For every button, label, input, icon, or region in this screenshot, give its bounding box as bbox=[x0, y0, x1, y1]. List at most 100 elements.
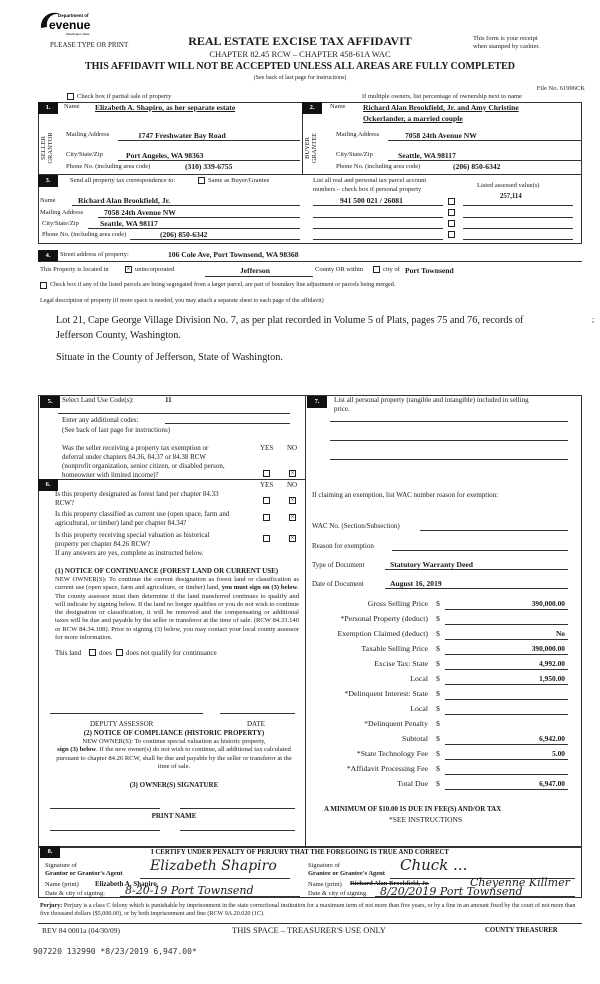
does-qualify-checkbox[interactable] bbox=[89, 649, 96, 656]
personal-property-checkbox[interactable] bbox=[448, 220, 455, 227]
tax-row-value[interactable]: 5.00 bbox=[552, 749, 565, 758]
assessed-value[interactable]: 257,114 bbox=[500, 193, 522, 200]
seller-mailing[interactable]: 1747 Freshwater Bay Road bbox=[138, 131, 226, 140]
same-as-buyer-checkbox[interactable] bbox=[198, 177, 205, 184]
does-not-qualify-checkbox[interactable] bbox=[116, 649, 123, 656]
grantor-date-city[interactable]: 8-20-19 Port Townsend bbox=[125, 884, 254, 897]
svg-text:Department of: Department of bbox=[58, 13, 89, 18]
segregated-checkbox[interactable] bbox=[40, 282, 47, 289]
tax-row-label: Total Due bbox=[397, 779, 428, 788]
legal-description-situate: Situate in the County of Jefferson, Stat… bbox=[56, 352, 283, 363]
corr-city[interactable]: Seattle, WA 98117 bbox=[100, 219, 158, 228]
county-treasurer-label: COUNTY TREASURER bbox=[485, 927, 558, 934]
divider bbox=[38, 479, 305, 480]
personal-property-checkbox[interactable] bbox=[448, 198, 455, 205]
grantee-name-handwritten[interactable]: Cheyenne Killmer bbox=[470, 876, 570, 889]
historic-no-checkbox[interactable]: × bbox=[289, 534, 296, 542]
field-line bbox=[313, 228, 443, 229]
yes-header: YES bbox=[260, 481, 274, 489]
seller-name[interactable]: Elizabeth A. Shapiro, as her separate es… bbox=[95, 103, 236, 112]
tax-row-value[interactable]: 6,947.00 bbox=[539, 779, 565, 788]
field-line bbox=[463, 217, 573, 218]
tax-row-value[interactable]: 4,992.00 bbox=[539, 659, 565, 668]
seller-name-label: Name bbox=[64, 103, 80, 110]
print-name-line[interactable] bbox=[50, 830, 160, 831]
grantor-signature[interactable]: Elizabeth Shapiro bbox=[150, 858, 277, 874]
notice-emphasis: you must sign on (3) below bbox=[221, 584, 298, 592]
exemption-yes-checkbox[interactable] bbox=[263, 470, 270, 477]
field-line bbox=[313, 205, 443, 206]
exemption-question: homeowner with limited income)? bbox=[62, 471, 159, 479]
current-use-no-checkbox[interactable]: × bbox=[289, 513, 296, 521]
county-value[interactable]: Jefferson bbox=[240, 266, 270, 275]
field-line bbox=[445, 669, 568, 670]
dollar-sign: $ bbox=[436, 644, 440, 653]
tax-row-label: *Affidavit Processing Fee bbox=[346, 764, 428, 773]
city-checkbox[interactable] bbox=[373, 266, 380, 273]
signature-of-label: Signature of bbox=[308, 862, 340, 869]
forest-no-checkbox[interactable]: × bbox=[289, 496, 296, 504]
personal-property-checkbox[interactable] bbox=[448, 231, 455, 238]
svg-text:evenue: evenue bbox=[49, 18, 91, 32]
parcel-number[interactable]: 941 500 021 / 26081 bbox=[340, 196, 403, 205]
section-7-number: 7. bbox=[307, 396, 327, 408]
does-not-label: does not qualify for continuance bbox=[126, 649, 217, 657]
notice-text: NEW OWNER(S): To continue special valuat… bbox=[82, 738, 266, 745]
seller-city[interactable]: Port Angeles, WA 98363 bbox=[126, 151, 204, 160]
buyer-name-line-2[interactable]: Ockerlander, a married couple bbox=[363, 114, 463, 123]
corr-phone[interactable]: (206) 850-6342 bbox=[160, 230, 208, 239]
partial-sale-checkbox[interactable] bbox=[67, 93, 74, 100]
doc-type-value[interactable]: Statutory Warranty Deed bbox=[390, 560, 473, 569]
field-line bbox=[445, 639, 568, 640]
dollar-sign: $ bbox=[436, 599, 440, 608]
corr-mailing[interactable]: 7058 24th Avenue NW bbox=[104, 208, 176, 217]
land-use-code[interactable]: 11 bbox=[165, 396, 172, 404]
exemption-no-checkbox[interactable]: × bbox=[289, 469, 296, 477]
field-line bbox=[388, 140, 582, 141]
grantee-name-struck[interactable]: Richard Alan Brookfield, Jr. bbox=[350, 880, 429, 887]
personal-property-line[interactable] bbox=[330, 459, 568, 460]
perjury-notice: Perjury: Perjury is a class C felony whi… bbox=[40, 902, 585, 918]
tax-row-value[interactable]: 1,950.00 bbox=[539, 674, 565, 683]
tax-row-value[interactable]: 390,000.00 bbox=[531, 599, 565, 608]
seller-phone[interactable]: (310) 339-6755 bbox=[185, 162, 233, 171]
dollar-sign: $ bbox=[436, 764, 440, 773]
signature-line[interactable] bbox=[50, 808, 160, 809]
legal-description-line-1: Lot 21, Cape George Village Division No.… bbox=[56, 315, 524, 326]
tax-row-value[interactable]: 390,000.00 bbox=[531, 644, 565, 653]
field-line bbox=[38, 261, 582, 262]
section-4-number: 4. bbox=[38, 250, 58, 262]
tax-row-value[interactable]: 6,942.00 bbox=[539, 734, 565, 743]
dollar-sign: $ bbox=[436, 749, 440, 758]
tax-row-label: *Delinquent Interest: State bbox=[344, 689, 428, 698]
print-name-line[interactable] bbox=[180, 830, 295, 831]
signature-line[interactable] bbox=[180, 808, 295, 809]
buyer-city[interactable]: Seattle, WA 98117 bbox=[398, 151, 456, 160]
personal-property-checkbox[interactable] bbox=[448, 209, 455, 216]
personal-property-line[interactable] bbox=[330, 440, 568, 441]
forest-yes-checkbox[interactable] bbox=[263, 497, 270, 504]
field-line bbox=[445, 624, 568, 625]
personal-property-line[interactable] bbox=[330, 421, 568, 422]
field-line bbox=[445, 774, 568, 775]
no-header: NO bbox=[287, 444, 298, 452]
buyer-name-line-1[interactable]: Richard Alan Brookfield, Jr. and Amy Chr… bbox=[363, 103, 519, 112]
street-address[interactable]: 106 Cole Ave, Port Townsend, WA 98368 bbox=[168, 250, 299, 259]
current-use-yes-checkbox[interactable] bbox=[263, 514, 270, 521]
corr-name[interactable]: Richard Alan Brookfield, Jr. bbox=[78, 196, 171, 205]
buyer-mailing[interactable]: 7058 24th Avenue NW bbox=[405, 131, 477, 140]
grantee-signature[interactable]: Chuck ... bbox=[400, 856, 468, 874]
buyer-phone[interactable]: (206) 850-6342 bbox=[453, 162, 501, 171]
wac-input[interactable] bbox=[420, 530, 568, 531]
historic-yes-checkbox[interactable] bbox=[263, 535, 270, 542]
dollar-sign: $ bbox=[436, 734, 440, 743]
owner-signature-label: (3) OWNER(S) SIGNATURE bbox=[129, 781, 219, 789]
tax-row-value[interactable]: No bbox=[555, 629, 565, 638]
unincorporated-checkbox[interactable]: × bbox=[125, 265, 132, 273]
doc-date-value[interactable]: August 16, 2019 bbox=[390, 579, 442, 588]
city-value[interactable]: Port Townsend bbox=[405, 266, 454, 275]
reason-input[interactable] bbox=[392, 550, 568, 551]
grantor-name[interactable]: Elizabeth A. Shapiro bbox=[95, 880, 157, 888]
grantee-date-city[interactable]: 8/20/2019 Port Townsend bbox=[380, 885, 523, 898]
historic-question: property per chapter 84.26 RCW? bbox=[55, 540, 151, 548]
